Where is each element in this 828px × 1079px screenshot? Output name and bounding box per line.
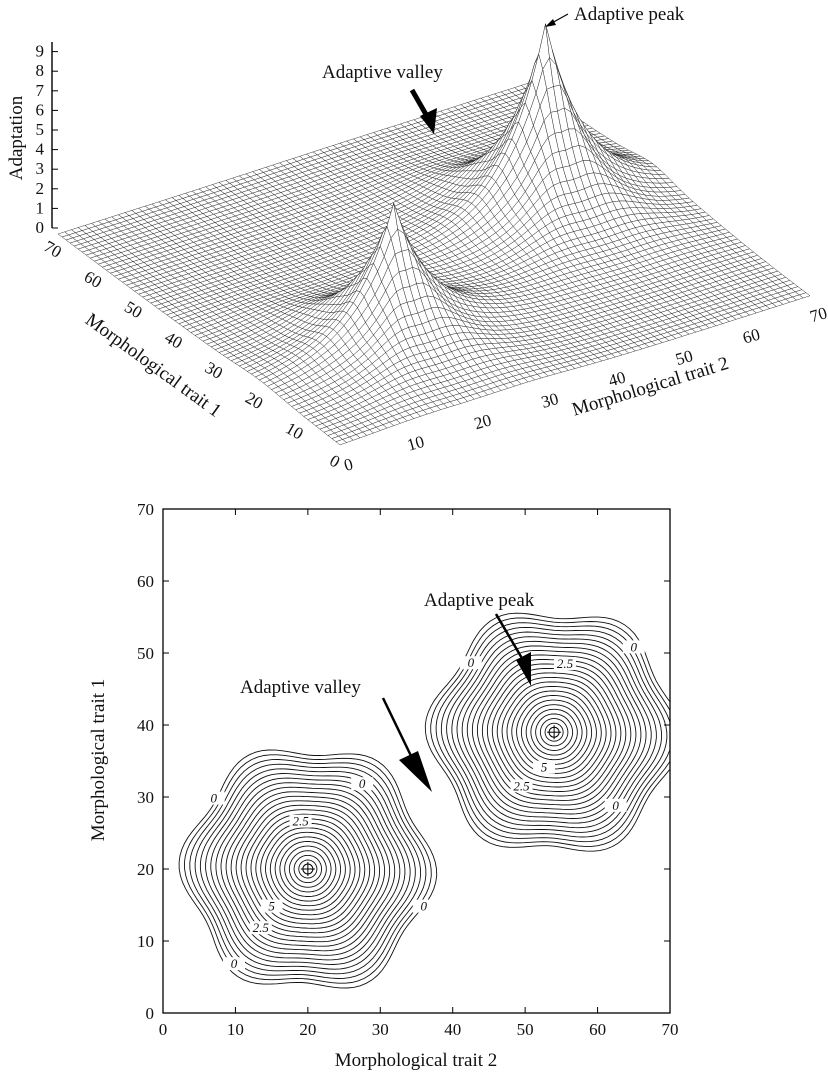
annotation-peak-3d: Adaptive peak xyxy=(545,4,685,27)
z-tick-label: 3 xyxy=(36,159,45,178)
y-tick-label-3d: 40 xyxy=(161,328,185,353)
x-tick-label-3d: 20 xyxy=(472,410,494,433)
x-tick-label-3d: 60 xyxy=(741,325,763,348)
peak-arrowhead-3d xyxy=(545,19,556,27)
peak-label-3d: Adaptive peak xyxy=(574,4,685,25)
y-tick-label-3d: 50 xyxy=(121,297,145,322)
z-axis-label: Adaptation xyxy=(6,95,27,180)
x-tick-label-3d: 70 xyxy=(808,303,828,326)
z-tick-label: 1 xyxy=(36,198,45,217)
z-tick-label: 7 xyxy=(36,81,45,100)
z-tick-label: 8 xyxy=(36,61,45,80)
z-tick-label: 4 xyxy=(36,140,45,159)
z-tick-label: 2 xyxy=(36,179,45,198)
z-tick-label: 6 xyxy=(36,100,45,119)
z-tick-label: 5 xyxy=(36,120,45,139)
y-tick-label-3d: 70 xyxy=(41,237,65,262)
z-tick-label: 9 xyxy=(36,42,45,61)
x-tick-label-3d: 10 xyxy=(405,432,427,455)
z-tick-label: 0 xyxy=(36,218,45,237)
x-tick-label-3d: 30 xyxy=(539,389,561,412)
valley-label-3d: Adaptive valley xyxy=(322,62,443,83)
y-tick-label-3d: 60 xyxy=(81,267,105,292)
y-tick-label-3d: 30 xyxy=(202,358,226,383)
x-tick-label-3d: 0 xyxy=(342,454,355,475)
surface-mesh xyxy=(57,23,811,446)
y-tick-label-3d: 20 xyxy=(242,388,266,413)
y-tick-label-3d: 0 xyxy=(326,451,343,472)
y-tick-label-3d: 10 xyxy=(282,418,306,443)
